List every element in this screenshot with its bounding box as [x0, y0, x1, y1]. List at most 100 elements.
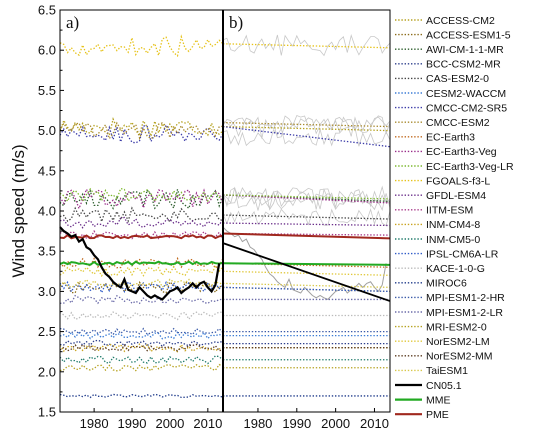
x-tick-label-a: 2000 — [155, 416, 184, 431]
legend-label-cn05-1: CN05.1 — [426, 380, 462, 392]
trend-b-fgoals-f3-l — [222, 43, 391, 49]
panel-b-fluctuation-awi-cm-1-1-mr — [222, 185, 391, 211]
panel-b-fluctuation-cmcc-cm2-sr5 — [222, 125, 391, 147]
series-a-cmcc-cm2-sr5 — [59, 123, 224, 145]
legend-label-cas-esm2-0: CAS-ESM2-0 — [426, 73, 489, 85]
y-tick-label: 6.0 — [38, 43, 56, 58]
series-a-iitm-esm — [59, 229, 224, 240]
trend-b-ipsl-cm6a-lr — [222, 286, 391, 293]
series-a-taiesm1 — [59, 278, 224, 288]
series-a-kace-1-0-g — [59, 311, 224, 321]
panel-b-fluctuation-access-cm2 — [222, 116, 391, 139]
legend-label-taiesm1: TaiESM1 — [426, 365, 468, 377]
legend-label-ec-earth3-veg: EC-Earth3-Veg — [426, 146, 497, 158]
legend-label-noresm2-mm: NorESM2-MM — [426, 351, 493, 363]
trend-b-cmcc-esm2 — [222, 121, 391, 128]
legend-label-inm-cm5-0: INM-CM5-0 — [426, 234, 480, 246]
legend-label-cmcc-cm2-sr5: CMCC-CM2-SR5 — [426, 102, 507, 114]
legend-label-iitm-esm: IITM-ESM — [426, 205, 473, 217]
series-a-pme — [59, 233, 224, 240]
legend-label-cmcc-esm2: CMCC-ESM2 — [426, 117, 490, 129]
legend-label-mri-esm2-0: MRI-ESM2-0 — [426, 321, 487, 333]
series-a-mme — [59, 260, 224, 266]
series-a-miroc6 — [59, 393, 224, 399]
series-a-gfdl-esm4 — [59, 216, 224, 229]
legend-label-noresm2-lm: NorESM2-LM — [426, 336, 490, 348]
y-tick-label: 2.5 — [38, 324, 56, 339]
trend-b-pme — [222, 232, 391, 240]
series-a-mpi-esm1-2-lr — [59, 294, 224, 305]
series-a-cas-esm2-0 — [59, 206, 224, 224]
y-tick-label: 6.5 — [38, 3, 56, 18]
legend-label-ipsl-cm6a-lr: IPSL-CM6A-LR — [426, 248, 499, 260]
y-tick-label: 3.5 — [38, 244, 56, 259]
panel-label-a: a) — [66, 13, 79, 32]
legend-label-awi-cm-1-1-mr: AWI-CM-1-1-MR — [426, 44, 504, 56]
y-tick-label: 4.0 — [38, 204, 56, 219]
series-a-ipsl-cm6a-lr — [59, 280, 224, 295]
x-tick-label-a: 2010 — [193, 416, 222, 431]
legend-label-gfdl-esm4: GFDL-ESM4 — [426, 190, 486, 202]
trend-b-cn05-1 — [222, 242, 391, 302]
y-tick-label: 1.5 — [38, 405, 56, 420]
legend-label-fgoals-f3-l: FGOALS-f3-L — [426, 175, 490, 187]
legend-label-inm-cm4-8: INM-CM4-8 — [426, 219, 480, 231]
legend-label-access-cm2: ACCESS-CM2 — [426, 15, 495, 27]
trend-b-ec-earth3-veg-lr — [222, 194, 391, 200]
series-a-access-cm2 — [59, 117, 224, 139]
trend-b-noresm2-lm — [222, 270, 391, 276]
y-tick-label: 3.0 — [38, 284, 56, 299]
series-a-cesm2-waccm — [59, 331, 224, 340]
trend-b-access-cm2 — [222, 125, 391, 132]
trend-b-ec-earth3-veg — [222, 194, 391, 204]
legend-label-ec-earth3: EC-Earth3 — [426, 132, 475, 144]
legend-label-kace-1-0-g: KACE-1-0-G — [426, 263, 485, 275]
x-tick-label-b: 1990 — [282, 416, 311, 431]
trend-b-mme — [222, 262, 391, 266]
legend-label-mpi-esm1-2-hr: MPI-ESM1-2-HR — [426, 292, 505, 304]
trend-b-cmcc-cm2-sr5 — [222, 125, 391, 148]
legend-label-ec-earth3-veg-lr: EC-Earth3-Veg-LR — [426, 161, 514, 173]
x-tick-label-b: 1980 — [243, 416, 272, 431]
trend-b-ec-earth3 — [222, 262, 391, 268]
trend-b-iitm-esm — [222, 232, 391, 236]
trend-b-awi-cm-1-1-mr — [222, 194, 391, 203]
x-tick-label-b: 2010 — [360, 416, 389, 431]
series-a-mri-esm2-0 — [59, 363, 224, 372]
x-tick-label-b: 2000 — [321, 416, 350, 431]
trend-b-taiesm1 — [222, 282, 391, 289]
series-a-fgoals-f3-l — [59, 34, 224, 58]
legend-label-bcc-csm2-mr: BCC-CSM2-MR — [426, 59, 501, 71]
y-tick-label: 2.0 — [38, 364, 56, 379]
x-tick-label-a: 1980 — [80, 416, 109, 431]
y-tick-label: 5.0 — [38, 123, 56, 138]
series-a-cn05-1 — [59, 226, 221, 301]
series-a-inm-cm5-0 — [59, 355, 224, 365]
panel-b-fluctuation-cn05-1 — [222, 226, 387, 300]
panel-b-fluctuation-cmcc-esm2 — [222, 114, 391, 135]
series-a-ec-earth3-veg — [59, 187, 224, 211]
series-a-bcc-csm2-mr — [59, 339, 224, 348]
series-a-inm-cm4-8 — [59, 343, 224, 353]
series-a-mpi-esm1-2-hr — [59, 327, 224, 336]
series-a-awi-cm-1-1-mr — [59, 188, 224, 210]
trend-b-gfdl-esm4 — [222, 222, 391, 227]
legend-label-mme: MME — [426, 394, 451, 406]
legend-label-cesm2-waccm: CESM2-WACCM — [426, 88, 506, 100]
legend-label-miroc6: MIROC6 — [426, 278, 467, 290]
legend-label-pme: PME — [426, 409, 449, 421]
panel-b-fluctuation-fgoals-f3-l — [222, 34, 391, 57]
series-a-noresm2-lm — [59, 265, 224, 278]
y-tick-label: 4.5 — [38, 163, 56, 178]
legend-label-mpi-esm1-2-lr: MPI-ESM1-2-LR — [426, 307, 503, 319]
series-a-cmcc-esm2 — [59, 121, 224, 141]
y-tick-label: 5.5 — [38, 83, 56, 98]
panel-b-fluctuation-cas-esm2-0 — [222, 208, 391, 227]
legend-label-access-esm1-5: ACCESS-ESM1-5 — [426, 29, 511, 41]
plot-frame — [59, 9, 391, 413]
panel-label-b: b) — [229, 13, 243, 32]
x-tick-label-a: 1990 — [118, 416, 147, 431]
panel-b-fluctuation-ec-earth3-veg — [222, 187, 391, 211]
y-axis-label: Wind speed (m/s) — [9, 144, 28, 277]
